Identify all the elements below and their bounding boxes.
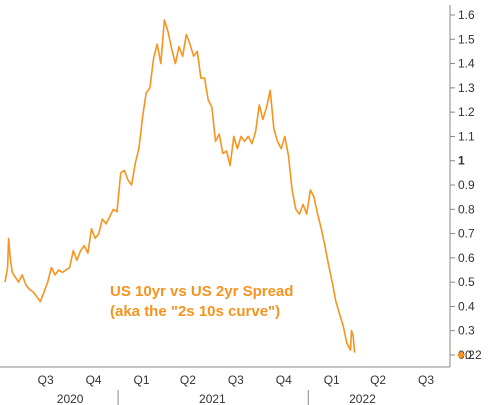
y-tick-label: 1 (458, 154, 465, 168)
year-label: 2020 (57, 392, 84, 405)
y-tick-label: 1.4 (458, 57, 475, 71)
last-value-label: 0.2 (465, 348, 482, 362)
y-tick-label: 0.4 (458, 299, 475, 313)
x-tick-label: Q4 (276, 373, 292, 387)
y-tick-label: 0.7 (458, 227, 475, 241)
y-tick-label: 0.8 (458, 202, 475, 216)
x-tick-label: Q3 (228, 373, 244, 387)
x-tick-label: Q2 (370, 373, 386, 387)
y-tick-label: 0.9 (458, 178, 475, 192)
y-tick-label: 1.5 (458, 32, 475, 46)
x-tick-label: Q1 (134, 373, 150, 387)
year-label: 2021 (199, 392, 226, 405)
y-tick-label: 1.6 (458, 8, 475, 22)
x-tick-label: Q3 (418, 373, 434, 387)
annotation-line-1: US 10yr vs US 2yr Spread (110, 283, 293, 300)
y-tick-label: 0.5 (458, 275, 475, 289)
y-tick-label: 1.1 (458, 129, 475, 143)
annotation-line-2: (aka the "2s 10s curve") (110, 303, 280, 320)
year-label: 2022 (349, 392, 376, 405)
series-layer (4, 19, 356, 353)
x-tick-label: Q1 (324, 373, 340, 387)
y-tick-label: 1.2 (458, 105, 475, 119)
x-tick-label: Q2 (180, 373, 196, 387)
x-tick-label: Q3 (38, 373, 54, 387)
y-tick-label: 0.6 (458, 251, 475, 265)
y-tick-label: 0.2 (458, 348, 475, 362)
y-tick-label: 1.3 (458, 81, 475, 95)
y-axis: 1.6 1.5 1.4 1.3 1.2 1.1 1 0.9 0.8 0.7 0.6 0.5 0.4 0.3… (450, 8, 482, 362)
series-line-0 (4, 19, 356, 353)
last-value-marker (457, 351, 465, 359)
y-tick-label: 0.3 (458, 324, 475, 338)
x-tick-label: Q4 (86, 373, 102, 387)
